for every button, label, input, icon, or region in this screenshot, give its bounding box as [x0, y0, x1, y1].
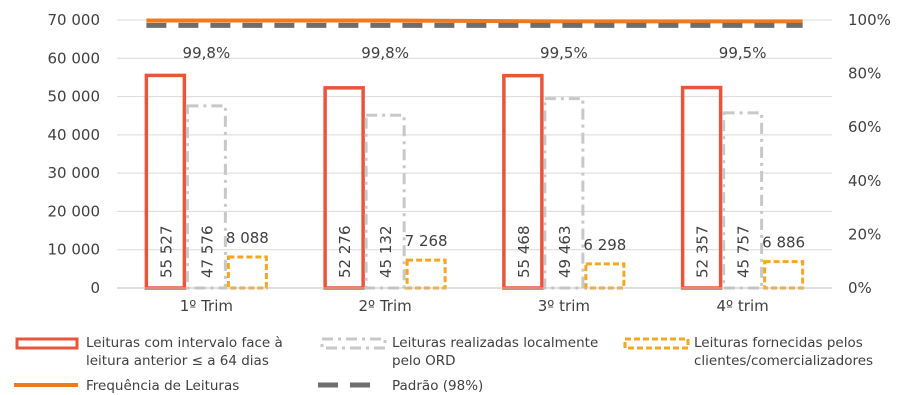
bar-value-label: 52 276	[336, 226, 354, 279]
legend-label: Leituras fornecidas pelos	[694, 335, 863, 351]
y-right-tick-label: 100%	[848, 11, 891, 29]
percentage-label: 99,8%	[361, 44, 409, 62]
legend-label: Frequência de Leituras	[86, 378, 239, 394]
percentage-label: 99,5%	[719, 44, 767, 62]
x-axis: 1º Trim 2º Trim 3º trim 4º trim	[117, 287, 832, 315]
bar-value-label: 7 268	[405, 232, 448, 250]
legend-swatch-leituras-locais	[320, 337, 387, 350]
legend-swatch-leituras-fornecidas	[623, 337, 690, 350]
y-right-tick-label: 20%	[848, 225, 881, 243]
frequencia-line	[146, 18, 803, 24]
legend-label: Leituras realizadas localmente	[392, 335, 598, 351]
bar-value-label: 55 468	[515, 226, 533, 279]
x-tick-label: 3º trim	[538, 297, 590, 315]
percentage-label: 99,5%	[540, 44, 588, 62]
bar-bar-dashed	[584, 262, 626, 290]
bar-value-label: 47 576	[198, 226, 216, 279]
y-axis-right: 0% 20% 40% 60% 80% 100%	[848, 11, 891, 297]
x-tick-label: 2º Trim	[358, 297, 411, 315]
bar-value-label: 8 088	[226, 229, 269, 247]
y-left-tick-label: 0	[90, 279, 100, 297]
bar-value-label: 6 886	[762, 234, 805, 252]
bar-bar-dashed	[226, 255, 268, 290]
legend-swatch-leituras-intervalo	[15, 337, 79, 350]
bar-value-label: 45 757	[735, 226, 753, 279]
lines	[146, 18, 803, 28]
bar-bar-dashed	[405, 258, 447, 290]
y-left-tick-label: 10 000	[48, 241, 101, 259]
data-labels: 55 527 52 276 55 468 52 357 47 576 45 132 49 4…	[157, 44, 805, 278]
bar-value-label: 55 527	[157, 226, 175, 279]
y-axis-left: 0 10 000 20 000 30 000 40 000 50 000 60 000 70 …	[48, 11, 101, 297]
y-left-tick-label: 40 000	[48, 126, 101, 144]
x-tick-label: 4º trim	[717, 297, 769, 315]
bar-value-label: 52 357	[694, 226, 712, 279]
bar-bar-dashdot	[185, 104, 227, 290]
y-left-tick-label: 70 000	[48, 11, 101, 29]
legend-label: leitura anterior ≤ a 64 dias	[86, 353, 269, 369]
bar-value-label: 6 298	[583, 236, 626, 254]
x-tick-label: 1º Trim	[180, 297, 233, 315]
legend: Leituras com intervalo face à leitura ant…	[14, 335, 873, 394]
y-left-tick-label: 20 000	[48, 202, 101, 220]
y-left-tick-label: 60 000	[48, 49, 101, 67]
percentage-label: 99,8%	[183, 44, 231, 62]
y-left-tick-label: 50 000	[48, 88, 101, 106]
legend-label: Leituras com intervalo face à	[86, 335, 283, 351]
bar-bar-dashdot	[364, 113, 406, 290]
y-right-tick-label: 60%	[848, 118, 881, 136]
legend-label: pelo ORD	[392, 353, 456, 369]
y-right-tick-label: 80%	[848, 65, 881, 83]
y-right-tick-label: 40%	[848, 172, 881, 190]
legend-label: clientes/comercializadores	[694, 353, 873, 369]
bar-bar-dashed	[763, 260, 805, 290]
bar-value-label: 45 132	[377, 226, 395, 279]
y-left-tick-label: 30 000	[48, 164, 101, 182]
bar-value-label: 49 463	[556, 226, 574, 279]
y-right-tick-label: 0%	[848, 279, 872, 297]
legend-label: Padrão (98%)	[392, 378, 483, 394]
